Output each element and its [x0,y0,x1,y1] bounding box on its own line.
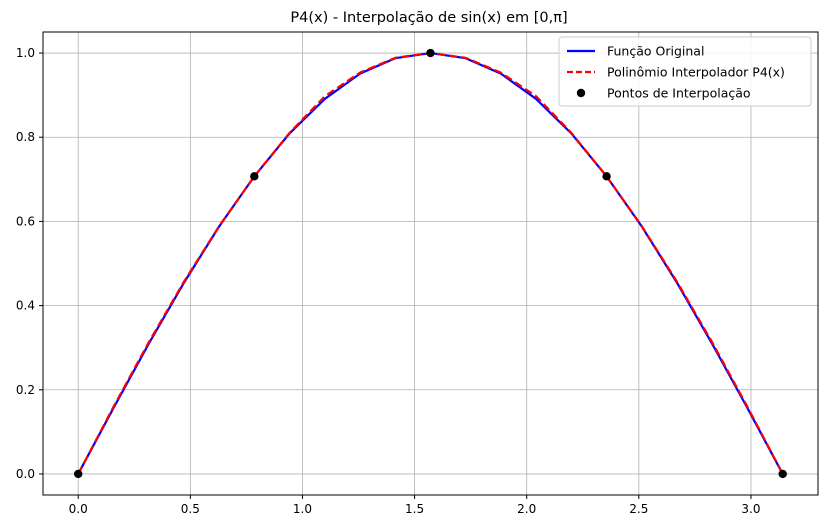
interpolation-point [602,172,611,181]
legend-label: Polinômio Interpolador P4(x) [607,65,785,80]
y-tick-label: 1.0 [16,46,35,60]
y-tick-label: 0.8 [16,130,35,144]
chart-title: P4(x) - Interpolação de sin(x) em [0,π] [290,10,567,26]
legend-box [558,36,812,107]
y-tick-label: 0.6 [16,214,35,228]
series-line-polynomial [77,51,784,475]
x-tick-label: 0.0 [69,502,88,516]
x-tick-label: 1.5 [405,502,424,516]
y-tick-label: 0.0 [16,467,35,481]
x-tick-label: 0.5 [181,502,200,516]
x-tick-label: 2.5 [629,502,648,516]
legend-label: Função Original [607,44,704,59]
x-tick-label: 1.0 [293,502,312,516]
y-tick-label: 0.2 [16,383,35,397]
x-tick-label: 2.0 [517,502,536,516]
interpolation-point [250,172,259,181]
interpolation-point [778,469,787,479]
legend-label: Pontos de Interpolação [607,86,751,101]
legend: Função Original Polinômio Interpolador P4… [558,36,812,107]
plot-area [74,48,787,479]
y-tick-label: 0.4 [16,299,35,313]
series-line-original [77,51,784,475]
legend-marker-points [576,88,586,98]
interpolation-point [74,469,83,479]
plot-frame [42,31,819,496]
interpolation-point [426,48,435,58]
axes: 0.0 0.5 1.0 1.5 2.0 2.5 3.0 0.0 0.2 0.4 0.6 0.8 1.0 [16,46,761,516]
x-tick-label: 3.0 [741,502,760,516]
